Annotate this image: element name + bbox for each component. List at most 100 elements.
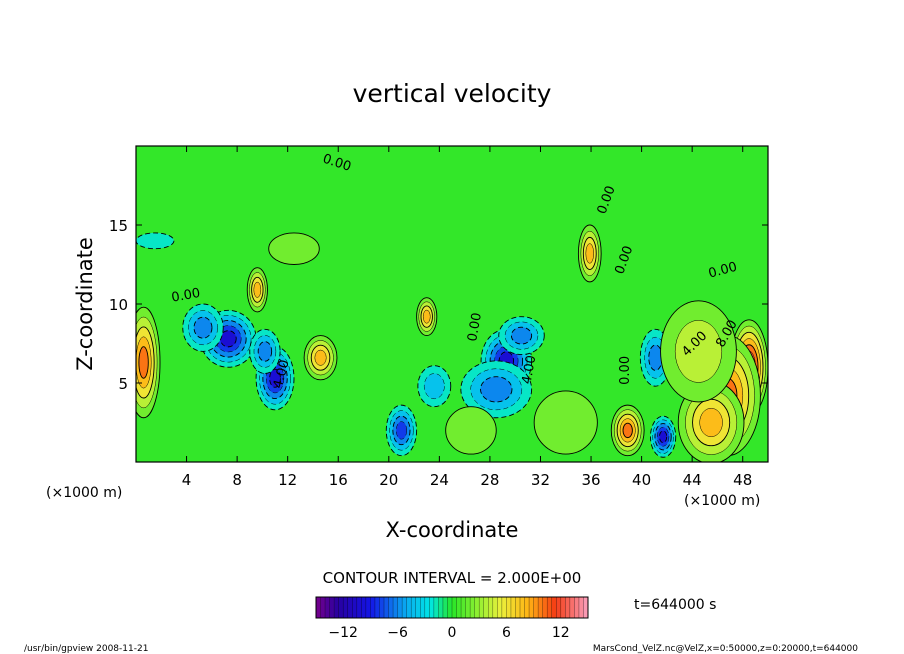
field-background xyxy=(136,146,768,462)
contour-label: 0.00 xyxy=(465,312,485,343)
colorbar-segment xyxy=(556,597,562,618)
colorbar-segment xyxy=(520,597,525,618)
colorbar-segment xyxy=(452,597,457,618)
contour-label: 4.00 xyxy=(271,358,293,390)
x-tick-label: 8 xyxy=(232,471,242,489)
colorbar-ticks: −12 −6 0 6 12 xyxy=(328,625,569,641)
colorbar-tick-label: 6 xyxy=(502,625,511,641)
colorbar-segment xyxy=(384,597,389,618)
contour-ring-23-1 xyxy=(533,390,598,455)
colorbar-segment xyxy=(515,597,521,618)
time-label: t=644000 s xyxy=(634,597,716,613)
x-unit-left: (×1000 m) xyxy=(46,485,122,501)
x-axis: 4 8 12 16 20 24 28 32 36 40 44 48 xyxy=(182,146,752,489)
colorbar-segment xyxy=(470,597,475,618)
colorbar-segment xyxy=(334,597,339,618)
contour-ring-17-4 xyxy=(585,243,594,264)
colorbar-segment xyxy=(325,597,330,618)
colorbar-segment xyxy=(316,597,321,618)
contour-ring-20-4 xyxy=(699,407,723,438)
contour-ring-0-5 xyxy=(219,330,237,348)
y-axis-title: Z-coordinate xyxy=(73,237,97,371)
x-tick-label: 28 xyxy=(480,471,499,489)
colorbar-segment xyxy=(365,597,371,618)
colorbar-segment xyxy=(560,597,566,618)
colorbar-segment xyxy=(356,597,362,618)
colorbar-tick-label: 0 xyxy=(448,625,457,641)
contour-ring-14-4 xyxy=(422,309,431,324)
colorbar-segment xyxy=(397,597,403,618)
colorbar-segment xyxy=(583,597,589,618)
colorbar-segment xyxy=(479,597,485,618)
contour-ring-15-5 xyxy=(138,346,149,379)
contour-label: 0.00 xyxy=(170,286,201,306)
colorbar-segment xyxy=(501,597,507,618)
colorbar-segment xyxy=(524,597,530,618)
colorbar-segment xyxy=(406,597,412,618)
colorbar-segment xyxy=(402,597,407,618)
x-tick-label: 48 xyxy=(733,471,752,489)
x-axis-title: X-coordinate xyxy=(386,518,519,542)
colorbar-segment xyxy=(533,597,539,618)
x-tick-label: 12 xyxy=(278,471,297,489)
contour-label: 0.00 xyxy=(618,356,633,385)
colorbar-segment xyxy=(438,597,444,618)
contour-ring-11-1 xyxy=(136,232,175,250)
colorbar-segment xyxy=(442,597,448,618)
colorbar-segment xyxy=(338,597,344,618)
y-tick-label: 15 xyxy=(109,217,128,235)
colorbar-segment xyxy=(393,597,398,618)
contour-ring-4-4 xyxy=(395,421,407,440)
x-tick-label: 20 xyxy=(379,471,398,489)
colorbar-segment xyxy=(320,597,326,618)
colorbar-segment xyxy=(415,597,421,618)
colorbar-segment xyxy=(542,597,548,618)
x-tick-label: 40 xyxy=(632,471,651,489)
colorbar-segment xyxy=(578,597,584,618)
colorbar-segment xyxy=(424,597,430,618)
colorbar-segment xyxy=(551,597,557,618)
colorbar-segment xyxy=(483,597,489,618)
colorbar-segment xyxy=(374,597,380,618)
contour-ring-24-1 xyxy=(445,406,497,455)
x-tick-label: 16 xyxy=(329,471,348,489)
colorbar-segment xyxy=(492,597,498,618)
contour-ring-3-3 xyxy=(257,341,273,362)
colorbar-segment xyxy=(574,597,580,618)
colorbar-segment xyxy=(352,597,358,618)
x-tick-label: 4 xyxy=(182,471,192,489)
contour-ring-2-5 xyxy=(269,368,281,388)
colorbar-segment xyxy=(411,597,417,618)
contour-ring-8-5 xyxy=(659,430,668,444)
x-tick-label: 32 xyxy=(531,471,550,489)
colorbar-segment xyxy=(474,597,480,618)
colorbar-segment xyxy=(420,597,426,618)
colorbar-segment xyxy=(347,597,353,618)
x-unit-right: (×1000 m) xyxy=(684,493,760,509)
colorbar-segment xyxy=(565,597,571,618)
contour-ring-21-2 xyxy=(674,320,723,383)
colorbar-segment xyxy=(329,597,335,618)
y-tick-label: 10 xyxy=(109,296,128,314)
colorbar-segment xyxy=(456,597,462,618)
y-tick-label: 5 xyxy=(118,375,128,393)
x-tick-label: 24 xyxy=(430,471,449,489)
colorbar-segment xyxy=(465,597,471,618)
footer-right: MarsCond_VelZ.nc@VelZ,x=0:50000,z=0:2000… xyxy=(593,644,858,654)
chart-title: vertical velocity xyxy=(353,79,552,108)
contour-ring-16-5 xyxy=(622,422,633,439)
plot-area xyxy=(136,146,768,462)
colorbar-segment xyxy=(388,597,394,618)
colorbar xyxy=(315,596,589,619)
colorbar-segment xyxy=(370,597,376,618)
colorbar-tick-label: −6 xyxy=(387,625,408,641)
contour-ring-10-2 xyxy=(423,373,445,400)
colorbar-segment xyxy=(379,597,385,618)
colorbar-segment xyxy=(569,597,575,618)
contour-interval: CONTOUR INTERVAL = 2.000E+00 xyxy=(323,569,582,587)
y-axis: 5 10 15 xyxy=(109,217,768,393)
colorbar-tick-label: 12 xyxy=(552,625,570,641)
colorbar-frame xyxy=(315,596,589,619)
footer-left: /usr/bin/gpview 2008-11-21 xyxy=(24,644,148,654)
